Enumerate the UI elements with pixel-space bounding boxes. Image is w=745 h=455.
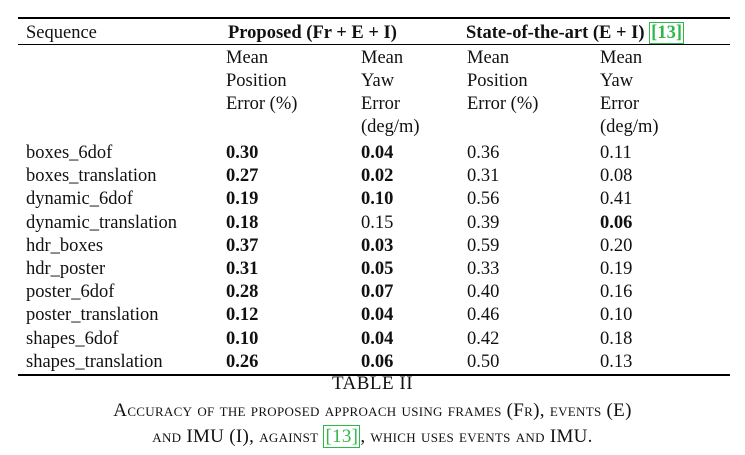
subheader-s-yaw-line-2: Yaw xyxy=(600,71,634,91)
table-label: TABLE II xyxy=(331,373,414,394)
cell-s-yaw: 0.20 xyxy=(600,235,633,256)
subheader-p-yaw-line-2: Yaw xyxy=(361,71,395,91)
cell-p-pos: 0.30 xyxy=(226,143,259,163)
cell-p-pos: 0.19 xyxy=(226,189,259,210)
table-top-rule xyxy=(18,17,730,19)
subheader-p-yaw-line-1: Mean xyxy=(361,48,404,68)
subheader-p-yaw-line-3: Error xyxy=(361,94,401,114)
cell-p-pos: 0.18 xyxy=(226,212,259,233)
cell-s-pos: 0.46 xyxy=(467,305,500,326)
cell-p-yaw: 0.03 xyxy=(361,235,394,256)
table-header-rule xyxy=(18,44,730,45)
sequence-name: shapes_translation xyxy=(26,351,163,372)
sequence-name: dynamic_6dof xyxy=(26,189,133,210)
cell-p-pos: 0.27 xyxy=(226,166,259,187)
cell-p-pos: 0.31 xyxy=(226,259,259,279)
cell-s-pos: 0.59 xyxy=(467,235,500,256)
cell-s-pos: 0.36 xyxy=(467,143,500,163)
sequence-name: boxes_translation xyxy=(26,166,157,187)
subheader-s-yaw-line-1: Mean xyxy=(600,48,643,68)
cell-s-yaw: 0.41 xyxy=(600,189,633,210)
cell-p-yaw: 0.04 xyxy=(361,328,394,349)
cell-s-yaw: 0.08 xyxy=(600,166,633,187)
cell-p-yaw: 0.04 xyxy=(361,143,394,163)
citation-link-13[interactable]: [13] xyxy=(649,22,684,44)
cell-p-yaw: 0.02 xyxy=(361,166,394,187)
cell-p-pos: 0.26 xyxy=(226,351,259,372)
cell-p-yaw: 0.05 xyxy=(361,259,394,279)
header-state-of-the-art: State-of-the-art (E + I) [13] xyxy=(466,22,684,44)
cell-s-yaw: 0.06 xyxy=(600,212,633,233)
cell-p-yaw: 0.15 xyxy=(361,212,394,233)
sequence-name: hdr_boxes xyxy=(26,235,104,256)
cell-s-yaw: 0.19 xyxy=(600,259,633,279)
subheader-s-pos-line-2: Position xyxy=(467,71,528,91)
cell-s-yaw: 0.16 xyxy=(600,282,633,303)
cell-s-pos: 0.42 xyxy=(467,328,500,349)
subheader-p-pos-line-2: Position xyxy=(226,71,287,91)
caption-line-1: Accuracy of the proposed approach using … xyxy=(113,400,632,421)
cell-s-pos: 0.33 xyxy=(467,259,500,279)
subheader-s-yaw-line-4: (deg/m) xyxy=(600,117,659,137)
cell-s-yaw: 0.11 xyxy=(600,143,632,163)
header-sota-label: State-of-the-art (E + I) xyxy=(466,23,650,43)
cell-s-yaw: 0.18 xyxy=(600,328,633,349)
header-sequence: Sequence xyxy=(26,23,97,43)
caption-line-2-suffix: , which uses events and IMU. xyxy=(360,426,593,447)
cell-s-pos: 0.39 xyxy=(467,212,500,233)
cell-s-yaw: 0.13 xyxy=(600,351,633,372)
cell-s-pos: 0.40 xyxy=(467,282,500,303)
caption-line-2-prefix: and IMU (I), against xyxy=(152,426,324,447)
subheader-p-yaw-line-4: (deg/m) xyxy=(361,117,420,137)
cell-p-yaw: 0.04 xyxy=(361,305,394,326)
sequence-name: hdr_poster xyxy=(26,259,106,279)
cell-p-pos: 0.28 xyxy=(226,282,259,303)
sequence-name: poster_translation xyxy=(26,305,159,326)
header-proposed: Proposed (Fr + E + I) xyxy=(228,23,397,43)
cell-s-pos: 0.56 xyxy=(467,189,500,210)
table-bottom-rule xyxy=(18,374,730,376)
subheader-p-pos-line-1: Mean xyxy=(226,48,269,68)
table-caption: Accuracy of the proposed approach using … xyxy=(10,398,735,450)
cell-p-yaw: 0.06 xyxy=(361,351,394,372)
cell-p-pos: 0.12 xyxy=(226,305,259,326)
cell-p-yaw: 0.10 xyxy=(361,189,394,210)
cell-p-pos: 0.10 xyxy=(226,328,259,349)
cell-p-yaw: 0.07 xyxy=(361,282,394,303)
cell-s-pos: 0.31 xyxy=(467,166,500,187)
sequence-name: boxes_6dof xyxy=(26,143,113,163)
cell-p-pos: 0.37 xyxy=(226,235,259,256)
caption-citation-link-13[interactable]: [13] xyxy=(323,425,361,448)
subheader-s-pos-line-1: Mean xyxy=(467,48,510,68)
sequence-name: poster_6dof xyxy=(26,282,115,303)
subheader-s-pos-line-3: Error (%) xyxy=(467,94,539,114)
sequence-name: shapes_6dof xyxy=(26,328,119,349)
sequence-name: dynamic_translation xyxy=(26,212,178,233)
cell-s-yaw: 0.10 xyxy=(600,305,633,326)
subheader-p-pos-line-3: Error (%) xyxy=(226,94,298,114)
subheader-s-yaw-line-3: Error xyxy=(600,94,640,114)
cell-s-pos: 0.50 xyxy=(467,351,500,372)
